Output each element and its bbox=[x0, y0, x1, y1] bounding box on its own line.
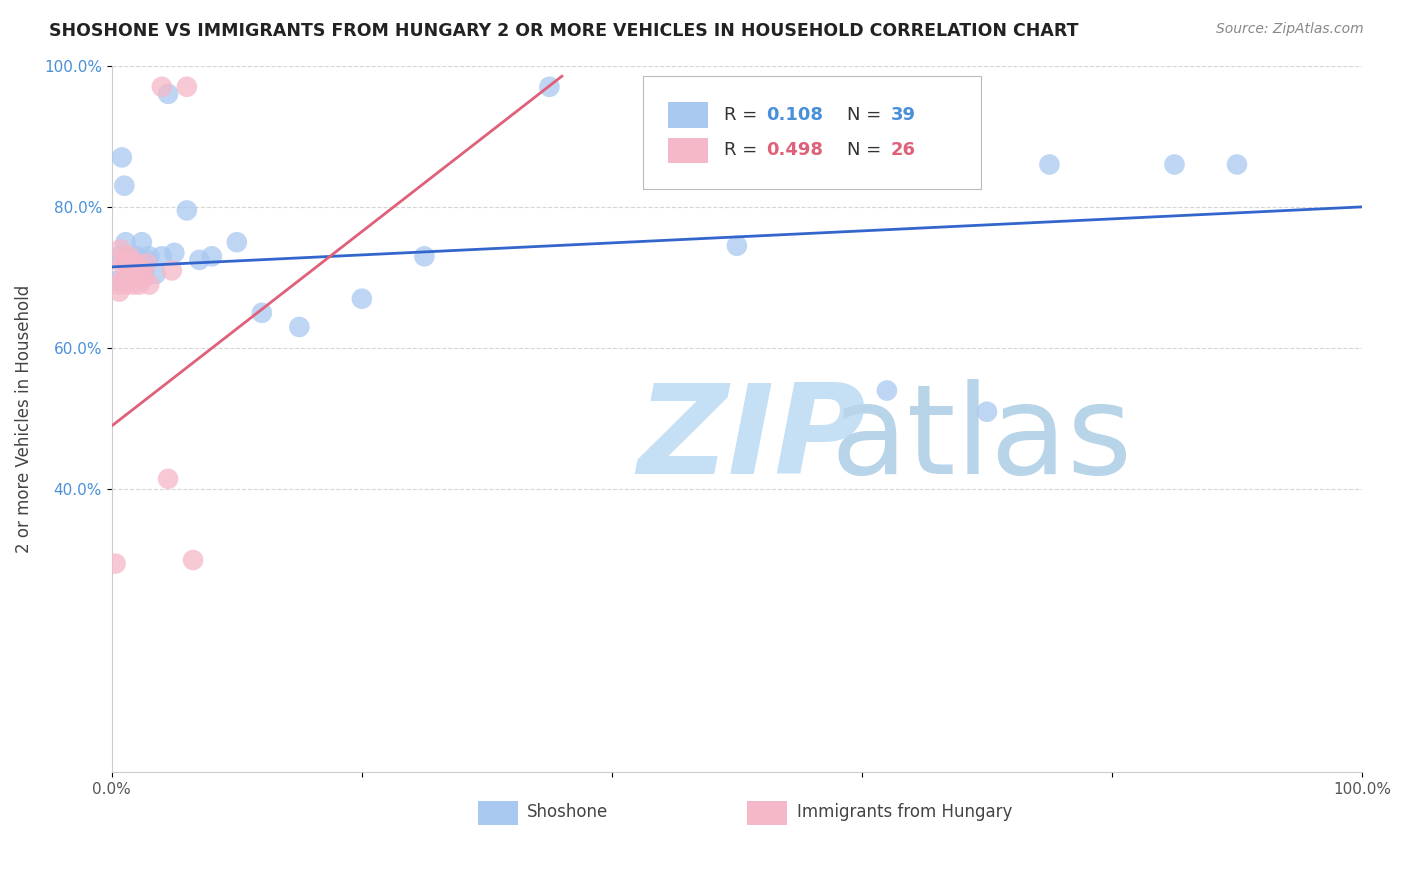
Point bbox=[1038, 157, 1060, 171]
Point bbox=[104, 274, 127, 288]
Point bbox=[176, 203, 198, 218]
Text: N =: N = bbox=[846, 141, 887, 160]
Point bbox=[135, 252, 157, 267]
Point bbox=[108, 249, 131, 263]
Text: Immigrants from Hungary: Immigrants from Hungary bbox=[797, 803, 1012, 822]
Point bbox=[250, 306, 273, 320]
Point bbox=[538, 79, 561, 94]
Text: Shoshone: Shoshone bbox=[527, 803, 609, 822]
FancyBboxPatch shape bbox=[668, 137, 709, 163]
Point bbox=[112, 249, 135, 263]
Point bbox=[124, 263, 146, 277]
Point bbox=[115, 256, 138, 270]
Point bbox=[128, 277, 150, 292]
Text: N =: N = bbox=[846, 106, 887, 124]
Point bbox=[160, 263, 183, 277]
Text: 39: 39 bbox=[890, 106, 915, 124]
Point bbox=[131, 235, 153, 250]
Point bbox=[107, 277, 129, 292]
FancyBboxPatch shape bbox=[643, 76, 981, 189]
Point bbox=[135, 256, 157, 270]
Point bbox=[188, 252, 211, 267]
Y-axis label: 2 or more Vehicles in Household: 2 or more Vehicles in Household bbox=[15, 285, 32, 553]
FancyBboxPatch shape bbox=[668, 103, 709, 128]
Point bbox=[1163, 157, 1185, 171]
Point bbox=[120, 263, 142, 277]
Text: R =: R = bbox=[724, 141, 763, 160]
Point bbox=[122, 277, 145, 292]
FancyBboxPatch shape bbox=[747, 801, 787, 825]
Point bbox=[118, 270, 141, 285]
Point bbox=[157, 472, 180, 486]
Point bbox=[976, 405, 998, 419]
Point bbox=[117, 256, 139, 270]
Point bbox=[131, 263, 153, 277]
Point bbox=[181, 553, 204, 567]
Point bbox=[1226, 157, 1249, 171]
Point bbox=[350, 292, 373, 306]
Text: R =: R = bbox=[724, 106, 763, 124]
Point bbox=[150, 79, 173, 94]
Point bbox=[125, 249, 148, 263]
Point bbox=[163, 245, 186, 260]
Point bbox=[876, 384, 898, 398]
Point bbox=[124, 270, 146, 285]
Text: ZIP: ZIP bbox=[637, 379, 866, 500]
Point bbox=[201, 249, 224, 263]
Point bbox=[111, 150, 134, 164]
Point bbox=[138, 277, 160, 292]
Text: 0.498: 0.498 bbox=[766, 141, 823, 160]
Point bbox=[121, 256, 143, 270]
Point bbox=[176, 79, 198, 94]
Point bbox=[124, 263, 146, 277]
Point bbox=[125, 256, 148, 270]
Text: atlas: atlas bbox=[831, 379, 1133, 500]
Point bbox=[108, 285, 131, 299]
Point bbox=[115, 249, 138, 263]
Point bbox=[122, 267, 145, 281]
Point bbox=[413, 249, 436, 263]
Point bbox=[111, 256, 134, 270]
Text: 26: 26 bbox=[890, 141, 915, 160]
Point bbox=[118, 249, 141, 263]
Point bbox=[150, 249, 173, 263]
Point bbox=[120, 249, 142, 263]
Point bbox=[127, 270, 149, 285]
Point bbox=[104, 557, 127, 571]
Point bbox=[225, 235, 247, 250]
Point bbox=[112, 270, 135, 285]
Text: Source: ZipAtlas.com: Source: ZipAtlas.com bbox=[1216, 22, 1364, 37]
Point bbox=[134, 263, 156, 277]
Point bbox=[138, 249, 160, 263]
Point bbox=[117, 270, 139, 285]
Point bbox=[128, 256, 150, 270]
Point bbox=[124, 256, 146, 270]
Text: 0.108: 0.108 bbox=[766, 106, 823, 124]
Point bbox=[112, 178, 135, 193]
Text: SHOSHONE VS IMMIGRANTS FROM HUNGARY 2 OR MORE VEHICLES IN HOUSEHOLD CORRELATION : SHOSHONE VS IMMIGRANTS FROM HUNGARY 2 OR… bbox=[49, 22, 1078, 40]
Point bbox=[725, 238, 748, 252]
Point bbox=[288, 320, 311, 334]
Point bbox=[114, 235, 136, 250]
FancyBboxPatch shape bbox=[478, 801, 519, 825]
Point bbox=[157, 87, 180, 101]
Point bbox=[121, 256, 143, 270]
Point bbox=[145, 267, 167, 281]
Point bbox=[110, 242, 132, 256]
Point bbox=[114, 277, 136, 292]
Point bbox=[134, 270, 156, 285]
Point bbox=[127, 270, 149, 285]
